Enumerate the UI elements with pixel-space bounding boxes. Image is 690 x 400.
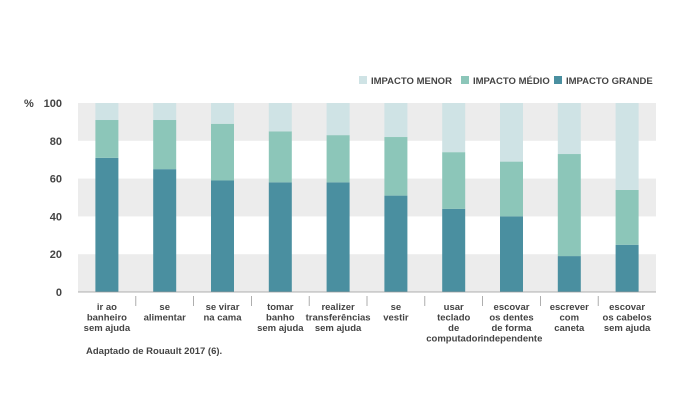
bar-segment [442, 208, 466, 292]
category-label: usar [444, 302, 464, 313]
legend-label: IMPACTO MENOR [371, 76, 452, 87]
legend-label: IMPACTO GRANDE [566, 76, 653, 87]
category-label: de forma [491, 323, 532, 334]
y-tick-label: 60 [50, 174, 62, 186]
y-tick-label: 40 [50, 211, 62, 223]
bar-segment [153, 120, 177, 170]
bar-segment [326, 103, 350, 136]
y-tick-label: 20 [50, 249, 62, 261]
category-label: independente [481, 334, 543, 345]
category-label: sem ajuda [84, 323, 131, 334]
bar-segment [384, 137, 408, 196]
bar-segment [557, 256, 581, 292]
bar-segment [500, 216, 523, 292]
category-label: os cabelos [603, 313, 652, 324]
bar-segment [615, 103, 639, 190]
category-label: sem ajuda [257, 323, 304, 334]
bar-segment [384, 103, 408, 138]
category-label: teclado [437, 313, 470, 324]
category-label: na cama [203, 313, 242, 324]
bar-segment [326, 182, 350, 292]
bar-segment [211, 103, 234, 124]
legend-swatch [359, 76, 367, 84]
category-label: se [391, 302, 402, 313]
legend-label: IMPACTO MÉDIO [473, 76, 550, 87]
category-label: escovar [609, 302, 645, 313]
bar-segment [95, 120, 119, 158]
y-tick-label: 0 [56, 287, 62, 299]
category-label: banheiro [87, 313, 127, 324]
bar-segment [153, 169, 177, 292]
bar-segment [326, 135, 350, 183]
bar-segment [95, 157, 119, 292]
bar-segment [615, 189, 639, 245]
category-label: com [560, 313, 580, 324]
bar-segment [268, 131, 292, 183]
category-label: caneta [554, 323, 585, 334]
category-label: escovar [494, 302, 530, 313]
bar-segment [153, 103, 177, 121]
category-label: banho [266, 313, 295, 324]
category-label: se [159, 302, 170, 313]
y-axis-label: % [24, 98, 34, 110]
category-label: transferências [306, 313, 371, 324]
legend-swatch [554, 76, 562, 84]
bar-segment [268, 182, 292, 292]
category-label: escrever [550, 302, 589, 313]
category-label: de [448, 323, 459, 334]
y-tick-label: 100 [44, 98, 62, 110]
category-label: realizer [321, 302, 355, 313]
category-label: os dentes [489, 313, 533, 324]
bar-segment [442, 103, 466, 153]
category-label: alimentar [144, 313, 187, 324]
bar-segment [615, 244, 639, 292]
category-label: tomar [267, 302, 294, 313]
category-label: vestir [383, 313, 409, 324]
category-label: sem ajuda [604, 323, 651, 334]
bar-segment [268, 103, 292, 132]
bar-segment [95, 103, 119, 121]
legend-swatch [461, 76, 469, 84]
bar-segment [384, 195, 408, 292]
bar-segment [557, 103, 581, 155]
y-tick-label: 80 [50, 136, 62, 148]
category-label: se virar [206, 302, 240, 313]
bar-segment [211, 123, 234, 181]
bar-segment [442, 152, 466, 209]
category-label: computador [426, 334, 481, 345]
bar-segment [211, 180, 234, 292]
bar-segment [500, 161, 523, 217]
source-note: Adaptado de Rouault 2017 (6). [86, 346, 223, 357]
category-label: sem ajuda [315, 323, 362, 334]
bar-segment [557, 154, 581, 257]
bar-segment [500, 103, 523, 162]
category-label: ir ao [97, 302, 117, 313]
